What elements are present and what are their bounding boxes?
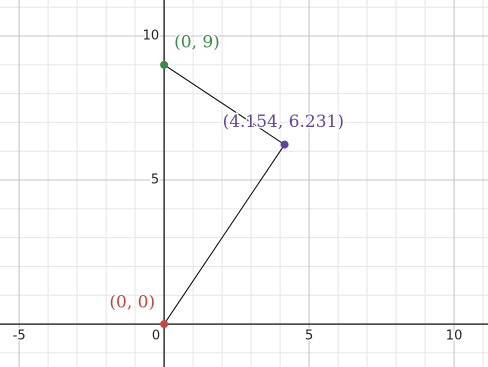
point [280,140,289,149]
point [160,320,169,329]
point-label: (0, 0) [109,293,155,313]
x-tick-label: 5 [305,329,313,344]
point-label: (0, 9) [174,32,220,52]
point [160,60,169,69]
y-tick-label: 10 [143,29,160,44]
x-tick-label: -5 [13,329,26,344]
x-tick-label: 10 [446,329,463,344]
y-tick-label: 5 [151,173,159,188]
x-tick-label: 0 [152,329,160,344]
point-label: (4.154, 6.231) [223,112,344,132]
